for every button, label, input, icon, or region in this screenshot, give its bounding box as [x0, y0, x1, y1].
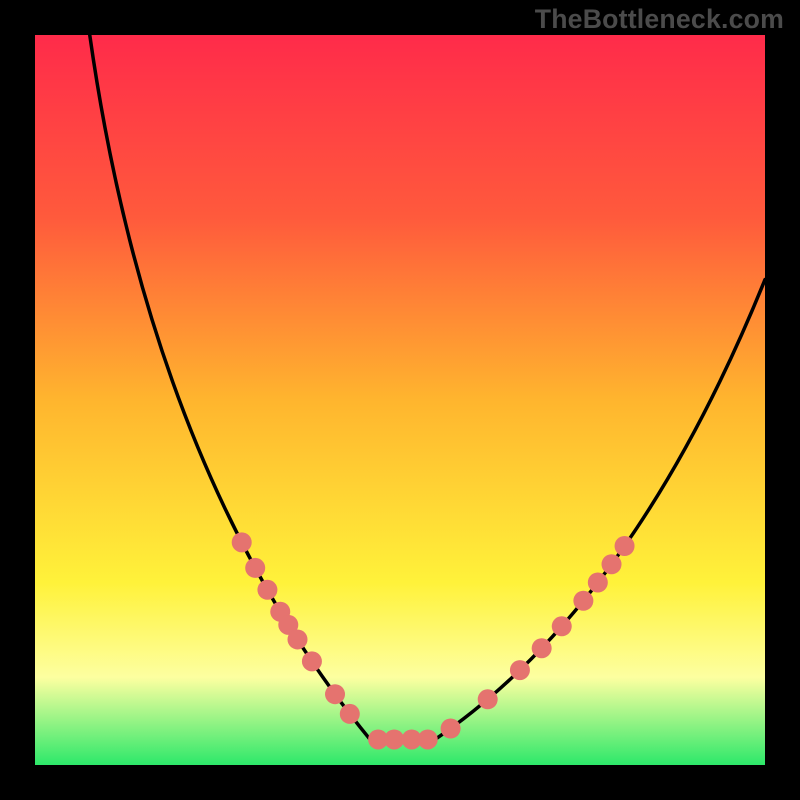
- data-point: [588, 573, 608, 593]
- data-point: [257, 580, 277, 600]
- data-point: [340, 704, 360, 724]
- data-point: [232, 532, 252, 552]
- data-point: [615, 536, 635, 556]
- curve-svg: [0, 0, 800, 800]
- data-point: [510, 660, 530, 680]
- data-point: [302, 651, 322, 671]
- data-point: [532, 638, 552, 658]
- bottleneck-curve: [90, 35, 765, 739]
- data-point: [602, 554, 622, 574]
- data-point: [245, 558, 265, 578]
- data-point: [325, 684, 345, 704]
- data-point: [441, 719, 461, 739]
- data-point: [573, 591, 593, 611]
- data-point: [384, 729, 404, 749]
- watermark-text: TheBottleneck.com: [535, 4, 784, 35]
- chart-frame: TheBottleneck.com: [0, 0, 800, 800]
- data-point: [478, 689, 498, 709]
- data-point: [552, 616, 572, 636]
- data-point: [418, 729, 438, 749]
- data-point: [287, 629, 307, 649]
